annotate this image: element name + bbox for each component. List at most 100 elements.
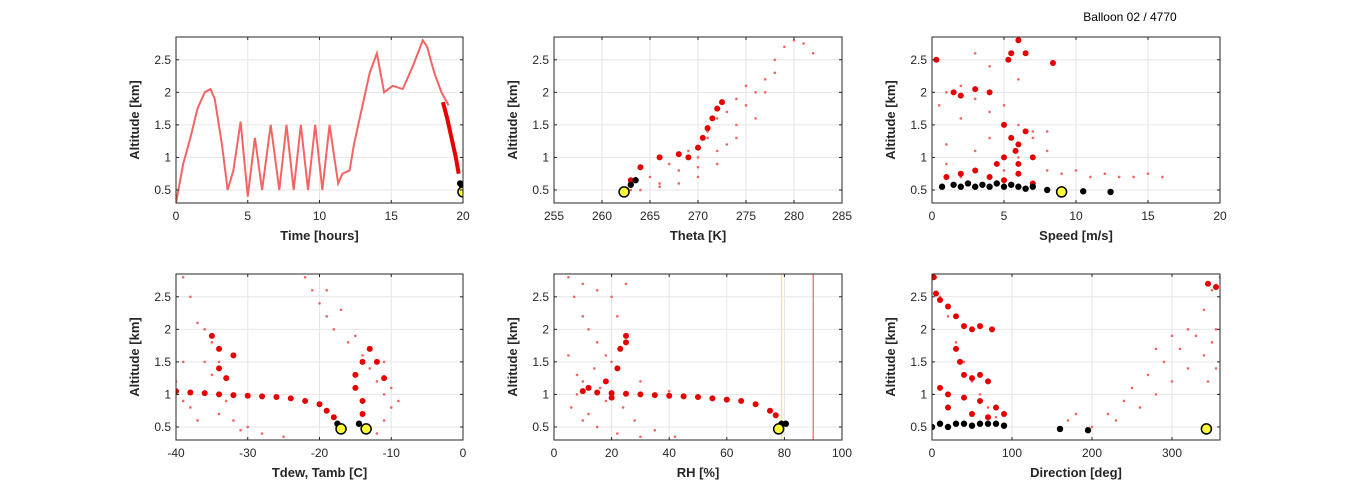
y-tick-label: 1.5 [532, 355, 549, 369]
trail-point [629, 188, 633, 192]
recent-point [685, 154, 692, 161]
latest-point [957, 183, 964, 190]
latest-point [952, 420, 960, 427]
recent-point [943, 173, 950, 180]
trail-point [633, 419, 636, 422]
latest-point [986, 183, 993, 190]
recent-point [244, 392, 251, 399]
x-axis-label: RH [%] [677, 465, 720, 480]
trail-point [1045, 149, 1049, 153]
y-axis-label: Altitude [km] [505, 317, 520, 396]
trail-point [604, 399, 608, 403]
latest-point [972, 183, 979, 190]
trail-point [181, 360, 185, 364]
recent-point [359, 358, 366, 365]
latest-point [355, 420, 363, 427]
trail-point [1117, 175, 1121, 179]
x-tick-label: 0 [173, 209, 180, 223]
trail-point [945, 162, 948, 166]
recent-point [977, 397, 983, 404]
trail-point [246, 425, 250, 429]
latest-point [964, 180, 972, 187]
recent-point [602, 378, 609, 385]
recent-point [1001, 177, 1007, 184]
recent-point [323, 407, 330, 414]
y-tick-label: 2 [920, 322, 927, 336]
recent-point [381, 375, 388, 382]
recent-point [608, 390, 615, 397]
y-tick-label: 0.5 [910, 420, 927, 434]
trail-point [1074, 169, 1078, 172]
trail-point [667, 389, 671, 393]
recent-point [714, 105, 721, 112]
recent-point [623, 390, 629, 397]
recent-point [1005, 56, 1012, 63]
recent-point [1015, 37, 1022, 44]
data-layer [618, 38, 815, 198]
current-position-marker [1200, 423, 1213, 435]
y-tick-label: 2 [164, 322, 171, 336]
trail-point [567, 275, 570, 279]
y-tick-label: 1.5 [154, 355, 171, 369]
x-tick-label: -10 [383, 446, 401, 460]
latest-point [979, 181, 986, 188]
data-layer [933, 37, 1164, 198]
trail-point [1002, 104, 1006, 107]
x-tick-label: 0 [929, 209, 936, 223]
trail-point [210, 341, 214, 344]
latest-point [1056, 425, 1064, 433]
current-position-marker [1055, 186, 1068, 198]
x-tick-label: 60 [720, 446, 734, 460]
recent-point [993, 160, 1000, 167]
recent-point [977, 371, 983, 378]
recent-point [986, 173, 993, 180]
trail-point [725, 110, 729, 114]
latest-point [627, 181, 634, 188]
recent-point [223, 375, 230, 382]
data-layer [932, 274, 1220, 435]
recent-point [585, 384, 592, 391]
latest-point [1044, 186, 1051, 194]
panel-1: 0 5 10 15 20 0.5 1 1.5 2 2.5 Time [hours] Altitude … [127, 36, 470, 243]
trail-point [624, 282, 628, 286]
latest-point [1029, 183, 1037, 190]
trail-point [988, 64, 991, 68]
trail-point [744, 84, 748, 88]
trail-point [621, 406, 625, 409]
recent-point [937, 297, 943, 304]
recent-point [617, 345, 624, 352]
trail-point [210, 373, 214, 377]
plot-area [554, 274, 842, 440]
trail-point [1066, 419, 1070, 422]
trail-point [567, 354, 570, 357]
panel-6: 0 100 200 300 0.5 1 1.5 2 2.5 Direction [deg] Alti… [883, 273, 1221, 480]
x-axis-label: Tdew, Tamb [C] [272, 465, 367, 480]
trail-point [1214, 328, 1218, 331]
trail-point [687, 149, 690, 153]
y-tick-label: 2 [542, 322, 549, 336]
recent-point [945, 404, 951, 411]
recent-point [972, 86, 979, 93]
trail-point [1161, 175, 1164, 179]
panel-2: 255 260 265 270 275 280 285 0.5 1 1.5 2 2.5 Theta [K… [505, 36, 852, 243]
recent-point [957, 358, 963, 365]
recent-point [1001, 121, 1007, 128]
trail-point [1045, 130, 1049, 133]
recent-point [1001, 154, 1007, 161]
recent-point [680, 393, 687, 400]
y-tick-label: 2.5 [532, 53, 549, 67]
x-tick-label: 20 [456, 209, 470, 223]
y-tick-label: 1.5 [532, 118, 549, 132]
recent-point [986, 89, 993, 96]
trail-point [375, 432, 379, 435]
y-tick-label: 2 [542, 85, 549, 99]
trail-point [1031, 130, 1035, 133]
trail-point [260, 432, 264, 435]
recent-point [772, 412, 779, 419]
trail-point [1132, 175, 1135, 179]
latest-point [632, 177, 639, 184]
trail-point [1210, 341, 1214, 344]
x-tick-label: 0 [551, 446, 558, 460]
trail-point [1186, 367, 1190, 370]
